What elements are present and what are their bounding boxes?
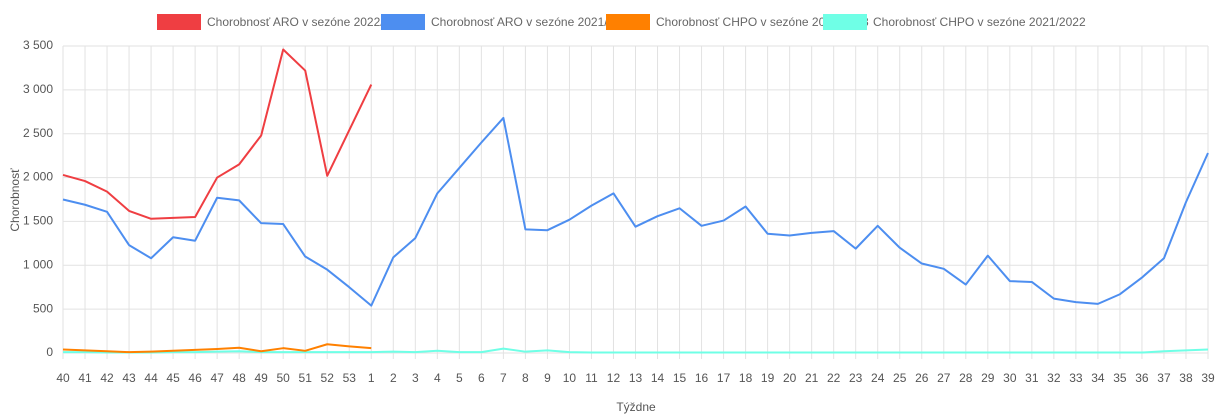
x-tick-label: 16 (695, 371, 709, 385)
legend-label: Chorobnosť ARO v sezóne 2021/2022 (431, 15, 635, 29)
x-tick-label: 53 (343, 371, 357, 385)
x-tick-label: 3 (412, 371, 419, 385)
legend-label: Chorobnosť CHPO v sezóne 2022/2023 (656, 15, 869, 29)
x-tick-label: 2 (390, 371, 397, 385)
x-tick-label: 12 (607, 371, 621, 385)
x-tick-label: 42 (100, 371, 114, 385)
x-tick-label: 31 (1025, 371, 1039, 385)
y-tick-label: 500 (33, 301, 53, 315)
x-tick-label: 43 (122, 371, 136, 385)
x-tick-label: 23 (849, 371, 863, 385)
x-tick-label: 46 (188, 371, 202, 385)
legend-swatch (823, 14, 867, 30)
x-tick-label: 14 (651, 371, 665, 385)
x-tick-label: 11 (585, 371, 598, 385)
x-tick-label: 44 (144, 371, 158, 385)
x-tick-label: 32 (1047, 371, 1061, 385)
x-tick-label: 33 (1069, 371, 1083, 385)
x-tick-label: 49 (254, 371, 268, 385)
x-tick-label: 52 (321, 371, 335, 385)
y-tick-label: 1 000 (23, 257, 53, 271)
x-tick-label: 8 (522, 371, 529, 385)
x-tick-label: 18 (739, 371, 753, 385)
y-tick-label: 1 500 (23, 214, 53, 228)
y-tick-label: 2 000 (23, 170, 53, 184)
x-tick-label: 20 (783, 371, 797, 385)
x-tick-label: 21 (805, 371, 819, 385)
x-tick-label: 26 (915, 371, 929, 385)
x-tick-label: 5 (456, 371, 463, 385)
y-tick-label: 3 500 (23, 38, 53, 52)
x-tick-label: 22 (827, 371, 841, 385)
x-tick-label: 17 (717, 371, 731, 385)
x-tick-label: 4 (434, 371, 441, 385)
legend-swatch (606, 14, 650, 30)
x-tick-label: 41 (78, 371, 92, 385)
x-tick-label: 50 (277, 371, 291, 385)
x-tick-label: 13 (629, 371, 643, 385)
x-tick-label: 39 (1201, 371, 1215, 385)
x-tick-label: 28 (959, 371, 973, 385)
series-line (62, 343, 372, 354)
x-tick-label: 29 (981, 371, 995, 385)
x-tick-label: 36 (1135, 371, 1149, 385)
legend-label: Chorobnosť CHPO v sezóne 2021/2022 (873, 15, 1086, 29)
x-tick-label: 24 (871, 371, 885, 385)
x-tick-label: 30 (1003, 371, 1017, 385)
legend-label: Chorobnosť ARO v sezóne 2022/2023 (207, 15, 411, 29)
x-tick-label: 35 (1113, 371, 1127, 385)
x-tick-label: 48 (232, 371, 246, 385)
x-tick-label: 47 (210, 371, 224, 385)
y-axis-title: Chorobnosť (8, 168, 22, 232)
legend-swatch (381, 14, 425, 30)
x-tick-label: 37 (1157, 371, 1171, 385)
x-tick-label: 15 (673, 371, 687, 385)
x-tick-label: 10 (563, 371, 577, 385)
series-line (62, 116, 1209, 307)
x-tick-label: 9 (544, 371, 551, 385)
legend-swatch (157, 14, 201, 30)
x-tick-label: 1 (368, 371, 375, 385)
x-tick-label: 34 (1091, 371, 1105, 385)
x-tick-label: 7 (500, 371, 507, 385)
x-tick-label: 19 (761, 371, 775, 385)
x-tick-label: 25 (893, 371, 907, 385)
x-tick-label: 6 (478, 371, 485, 385)
y-tick-label: 2 500 (23, 126, 53, 140)
y-tick-label: 3 000 (23, 82, 53, 96)
y-tick-label: 0 (46, 345, 53, 359)
x-tick-label: 38 (1179, 371, 1193, 385)
x-axis-title: Týždne (616, 400, 656, 414)
series-line (62, 48, 373, 220)
x-tick-label: 40 (56, 371, 70, 385)
series-line (63, 347, 1209, 354)
x-tick-label: 51 (299, 371, 313, 385)
x-tick-label: 27 (937, 371, 951, 385)
x-tick-label: 45 (166, 371, 180, 385)
